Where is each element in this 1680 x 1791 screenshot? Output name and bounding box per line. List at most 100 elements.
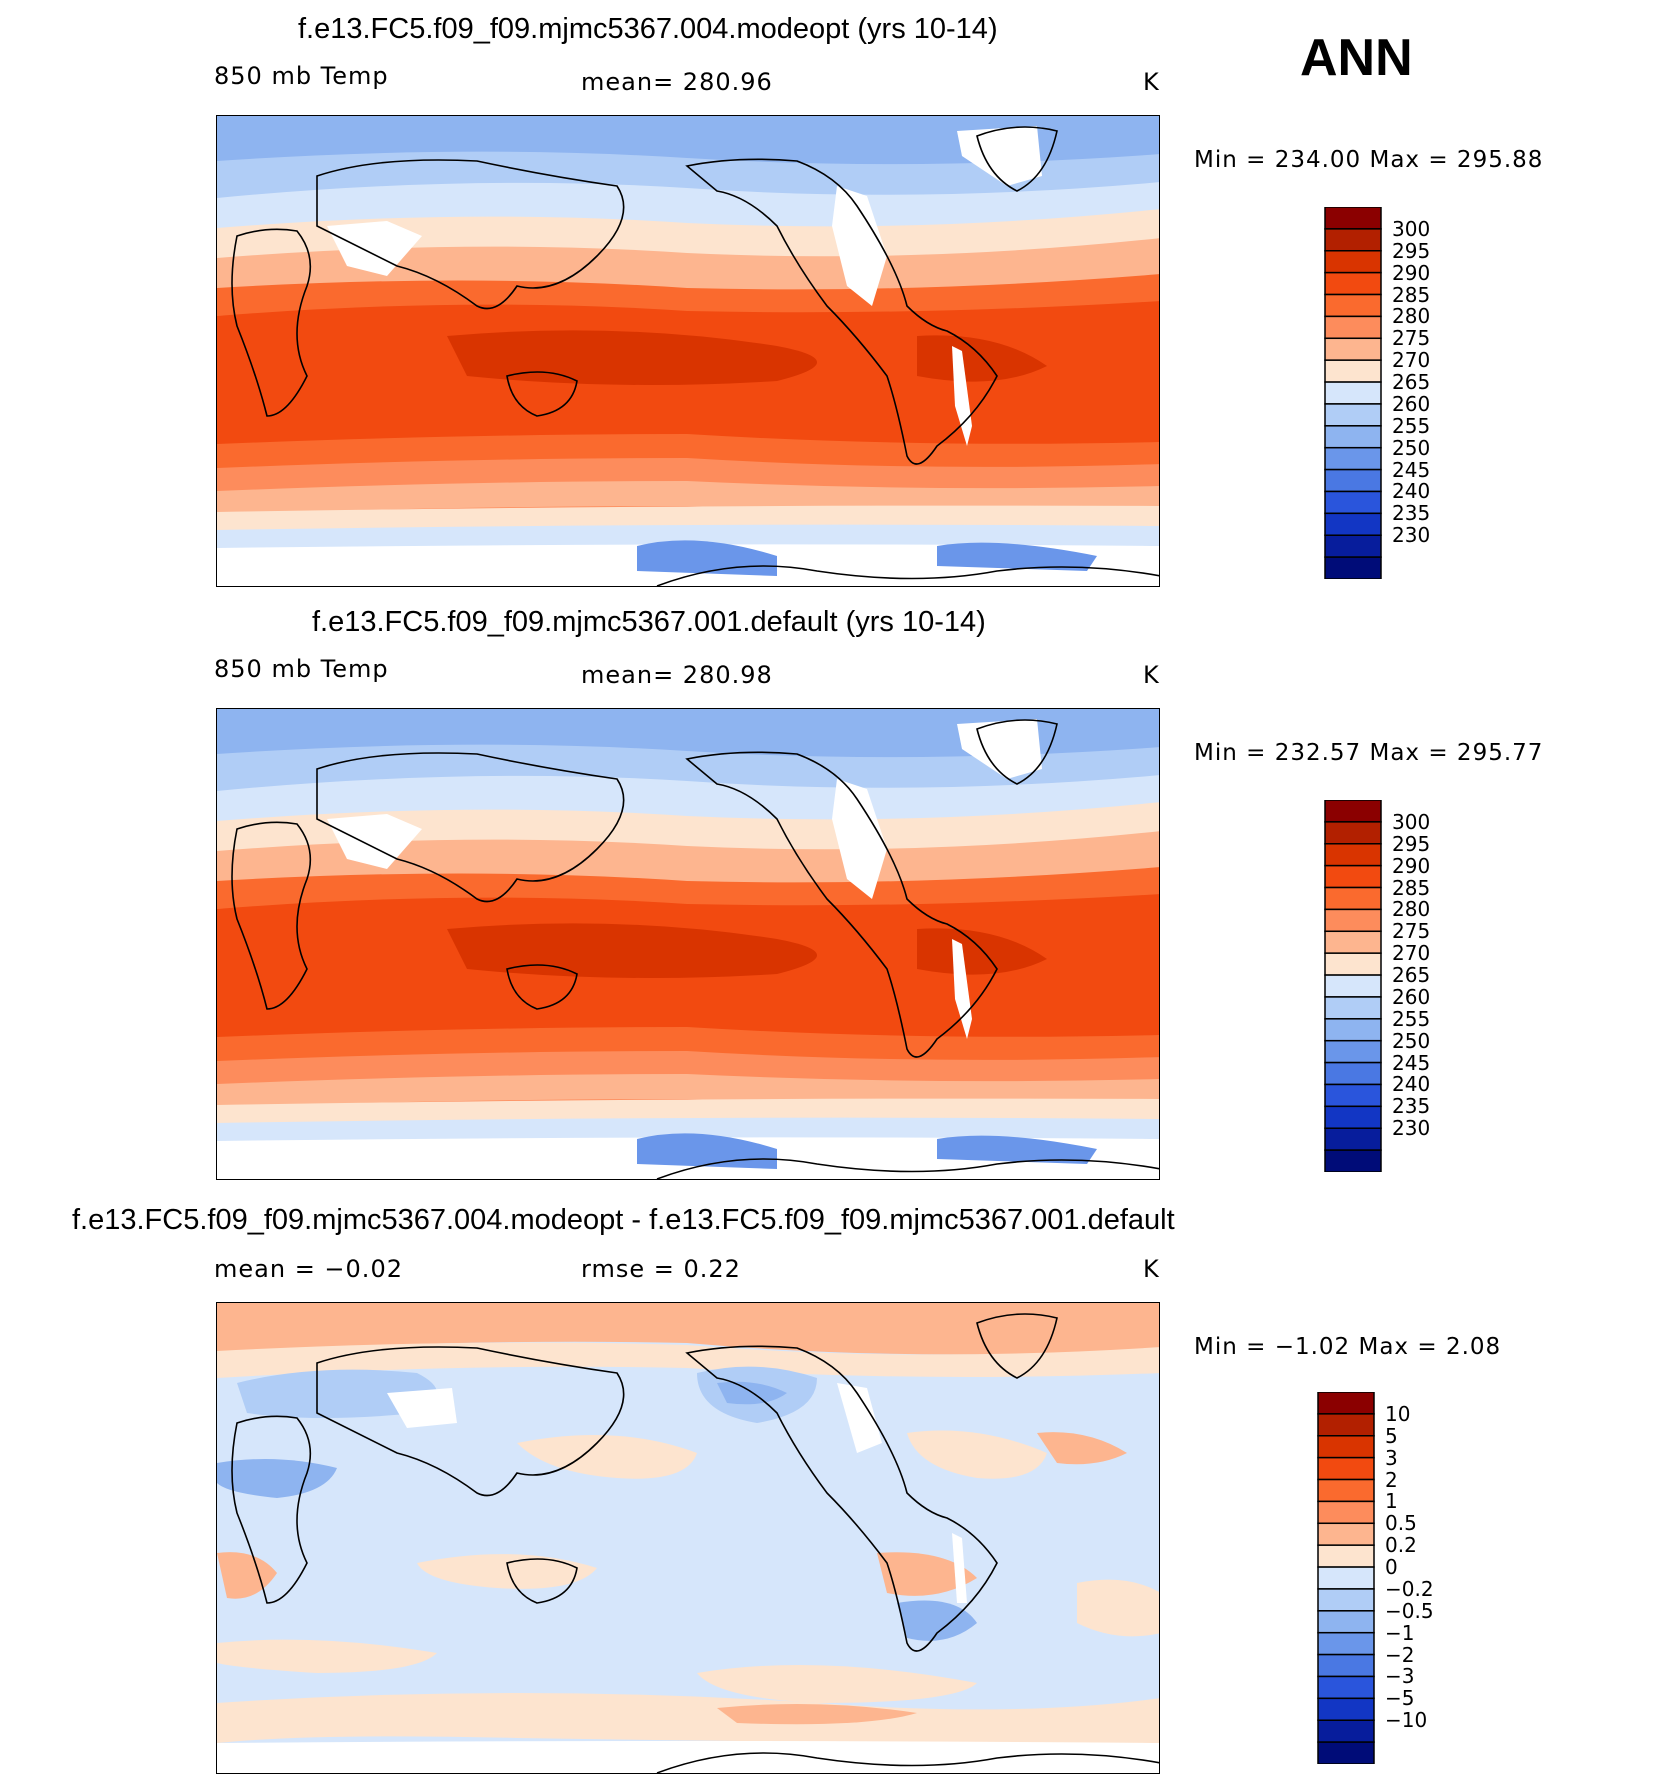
colorbar-swatch: [1324, 228, 1382, 252]
panel2-variable-label: 850 mb Temp: [214, 655, 389, 683]
colorbar-tick-label: 2: [1385, 1467, 1398, 1492]
colorbar-swatch: [1324, 1105, 1382, 1129]
colorbar-tick-label: −0.2: [1385, 1576, 1434, 1601]
colorbar-swatch: [1317, 1741, 1375, 1765]
colorbar-swatch: [1324, 996, 1382, 1020]
colorbar-swatch: [1324, 250, 1382, 274]
colorbar-tick-label: 0: [1385, 1555, 1398, 1580]
colorbar-swatch: [1324, 799, 1382, 823]
colorbar-swatch: [1317, 1588, 1375, 1612]
colorbar-tick-label: −10: [1385, 1708, 1428, 1733]
colorbar-swatch: [1324, 886, 1382, 911]
colorbar-swatch: [1324, 1018, 1382, 1042]
panel2-minmax-label: Min = 232.57 Max = 295.77: [1194, 740, 1544, 766]
colorbar-tick-label: 1: [1385, 1489, 1398, 1514]
colorbar-swatch: [1317, 1522, 1375, 1546]
colorbar-swatch: [1317, 1697, 1375, 1721]
colorbar-swatch: [1324, 490, 1382, 515]
colorbar-swatch: [1324, 1149, 1382, 1173]
panel1-map: [216, 115, 1160, 587]
colorbar-swatch: [1324, 908, 1382, 933]
colorbar-tick-label: 230: [1392, 1116, 1431, 1141]
colorbar-tick-label: 290: [1392, 260, 1431, 285]
panel1-title: f.e13.FC5.f09_f09.mjmc5367.004.modeopt (…: [298, 13, 998, 45]
colorbar-tick-label: 270: [1392, 348, 1431, 373]
colorbar-swatch: [1324, 864, 1382, 889]
colorbar-swatch: [1317, 1478, 1375, 1503]
colorbar-tick-label: 240: [1392, 1072, 1431, 1097]
panel1-minmax-label: Min = 234.00 Max = 295.88: [1194, 147, 1544, 173]
colorbar-swatch: [1324, 381, 1382, 405]
panel1-variable-label: 850 mb Temp: [214, 62, 389, 90]
colorbar-tick-label: 270: [1392, 941, 1431, 966]
colorbar-tick-label: 295: [1392, 831, 1431, 856]
colorbar-swatch: [1317, 1544, 1375, 1568]
panel3-colorbar: [1317, 1391, 1377, 1769]
colorbar-tick-label: 255: [1392, 1006, 1431, 1031]
panel1-colorbar: [1324, 206, 1384, 584]
colorbar-swatch: [1324, 337, 1382, 361]
colorbar-tick-label: 245: [1392, 1050, 1431, 1075]
colorbar-tick-label: 285: [1392, 875, 1431, 900]
colorbar-swatch: [1317, 1500, 1375, 1525]
colorbar-tick-label: 240: [1392, 479, 1431, 504]
colorbar-swatch: [1317, 1719, 1375, 1743]
colorbar-swatch: [1324, 403, 1382, 427]
panel1-units-label: K: [1143, 68, 1160, 96]
panel3-map: [216, 1302, 1160, 1774]
panel3-units-label: K: [1143, 1255, 1160, 1283]
colorbar-tick-label: 0.5: [1385, 1511, 1417, 1536]
colorbar-tick-label: −5: [1385, 1686, 1415, 1711]
colorbar-swatch: [1324, 512, 1382, 536]
colorbar-tick-label: 260: [1392, 984, 1431, 1009]
colorbar-swatch: [1324, 468, 1382, 493]
colorbar-swatch: [1324, 534, 1382, 558]
panel3-rmse-label: rmse = 0.22: [581, 1255, 741, 1283]
colorbar-tick-label: −1: [1385, 1620, 1415, 1645]
colorbar-tick-label: 250: [1392, 1028, 1431, 1053]
colorbar-tick-label: 300: [1392, 809, 1431, 834]
panel2-map: [216, 708, 1160, 1180]
panel3-title: f.e13.FC5.f09_f09.mjmc5367.004.modeopt -…: [72, 1204, 1175, 1236]
colorbar-swatch: [1324, 930, 1382, 954]
colorbar-swatch: [1317, 1610, 1375, 1634]
colorbar-tick-label: −2: [1385, 1642, 1415, 1667]
colorbar-tick-label: 285: [1392, 282, 1431, 307]
colorbar-swatch: [1324, 206, 1382, 230]
colorbar-tick-label: 245: [1392, 457, 1431, 482]
panel2-units-label: K: [1143, 661, 1160, 689]
panel2-colorbar: [1324, 799, 1384, 1177]
colorbar-tick-label: 230: [1392, 523, 1431, 548]
colorbar-swatch: [1324, 1039, 1382, 1064]
panel1-mean-label: mean= 280.96: [581, 68, 773, 96]
colorbar-swatch: [1324, 315, 1382, 340]
colorbar-swatch: [1324, 952, 1382, 976]
colorbar-tick-label: −0.5: [1385, 1598, 1434, 1623]
colorbar-tick-label: 260: [1392, 391, 1431, 416]
colorbar-swatch: [1324, 1127, 1382, 1151]
colorbar-tick-label: 300: [1392, 216, 1431, 241]
colorbar-tick-label: 3: [1385, 1445, 1398, 1470]
colorbar-swatch: [1324, 821, 1382, 845]
panel2-title: f.e13.FC5.f09_f09.mjmc5367.001.default (…: [312, 606, 986, 638]
panel2-mean-label: mean= 280.98: [581, 661, 773, 689]
colorbar-tick-label: 255: [1392, 413, 1431, 438]
colorbar-tick-label: 290: [1392, 853, 1431, 878]
colorbar-swatch: [1324, 446, 1382, 471]
season-label: ANN: [1300, 29, 1413, 87]
colorbar-tick-label: 235: [1392, 1094, 1431, 1119]
colorbar-swatch: [1317, 1631, 1375, 1656]
colorbar-tick-label: 250: [1392, 435, 1431, 460]
colorbar-swatch: [1324, 556, 1382, 580]
colorbar-tick-label: 0.2: [1385, 1533, 1417, 1558]
colorbar-swatch: [1324, 1083, 1382, 1108]
colorbar-tick-label: 5: [1385, 1423, 1398, 1448]
colorbar-tick-label: 265: [1392, 963, 1431, 988]
colorbar-swatch: [1324, 271, 1382, 296]
colorbar-tick-label: 10: [1385, 1401, 1411, 1426]
colorbar-tick-label: 265: [1392, 370, 1431, 395]
colorbar-tick-label: 280: [1392, 897, 1431, 922]
colorbar-tick-label: 280: [1392, 304, 1431, 329]
colorbar-swatch: [1324, 843, 1382, 867]
colorbar-swatch: [1324, 1061, 1382, 1086]
